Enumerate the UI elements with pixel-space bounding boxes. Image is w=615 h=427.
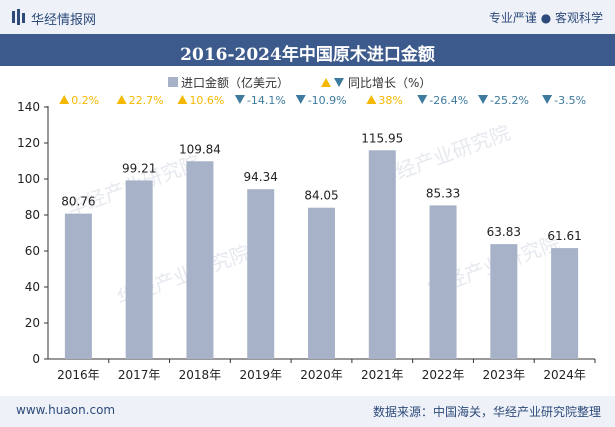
x-tick-label: 2018年 — [179, 368, 222, 382]
bar — [64, 213, 92, 359]
tagline: 专业严谨 ● 客观科学 — [488, 11, 603, 25]
growth-value-label: -26.4% — [429, 94, 468, 107]
y-tick-label: 40 — [25, 280, 40, 294]
x-tick-label: 2017年 — [118, 368, 161, 382]
bar — [429, 205, 457, 359]
bar-value-label: 84.05 — [304, 189, 338, 203]
x-tick-label: 2024年 — [543, 368, 586, 382]
y-tick-label: 140 — [17, 100, 40, 114]
growth-value-label: -10.9% — [308, 94, 347, 107]
legend-label-growth: 同比增长（%） — [348, 76, 431, 90]
brand-name: 华经情报网 — [31, 13, 97, 28]
x-tick-label: 2019年 — [239, 368, 282, 382]
growth-up-triangle-icon — [177, 95, 188, 104]
bar — [125, 180, 153, 359]
header-bar: 华经情报网 专业严谨 ● 客观科学 — [0, 0, 615, 34]
growth-up-triangle-icon — [366, 95, 377, 104]
bar-value-label: 109.84 — [179, 142, 221, 156]
legend-label-amount: 进口金额（亿美元） — [181, 75, 289, 90]
growth-up-triangle-icon — [59, 95, 70, 104]
x-tick-label: 2021年 — [361, 368, 404, 382]
website-link[interactable]: www.huaon.com — [16, 403, 116, 417]
growth-down-triangle-icon — [542, 95, 553, 104]
growth-down-triangle-icon — [234, 95, 245, 104]
bar-chart: 华经产业研究院华经产业研究院华经产业研究院华经产业研究院进口金额（亿美元）同比增… — [17, 75, 596, 382]
x-tick-label: 2016年 — [57, 368, 100, 382]
title-bar: 2016-2024年中国原木进口金额 — [0, 34, 615, 66]
y-tick-label: 100 — [17, 172, 40, 186]
bar-value-label: 80.76 — [61, 195, 95, 209]
growth-value-label: 38% — [378, 94, 402, 107]
growth-down-triangle-icon — [295, 95, 306, 104]
bar — [368, 150, 396, 359]
x-tick-label: 2022年 — [422, 368, 465, 382]
bar — [551, 248, 579, 359]
y-tick-label: 60 — [25, 244, 40, 258]
bar-value-label: 85.33 — [426, 186, 460, 200]
bar-value-label: 115.95 — [361, 131, 403, 145]
bar-value-label: 61.61 — [547, 229, 581, 243]
x-tick-label: 2020年 — [300, 368, 343, 382]
footer-bar: www.huaon.com 数据来源：中国海关，华经产业研究院整理 — [0, 396, 615, 427]
growth-down-triangle-icon — [417, 95, 428, 104]
bar-value-label: 99.21 — [122, 161, 156, 175]
growth-value-label: 0.2% — [71, 94, 99, 107]
growth-value-label: -25.2% — [490, 94, 529, 107]
growth-value-label: -14.1% — [247, 94, 286, 107]
legend-bar-swatch — [168, 77, 178, 87]
growth-value-label: 22.7% — [129, 94, 164, 107]
growth-value-label: 10.6% — [189, 94, 224, 107]
bar — [186, 161, 214, 359]
growth-down-triangle-icon — [478, 95, 489, 104]
chart-title: 2016-2024年中国原木进口金额 — [180, 45, 435, 65]
bar — [247, 189, 275, 359]
y-tick-label: 120 — [17, 136, 40, 150]
y-tick-label: 20 — [25, 316, 40, 330]
growth-up-triangle-icon — [116, 95, 127, 104]
bar — [308, 207, 335, 359]
bar-value-label: 94.34 — [244, 170, 278, 184]
x-tick-label: 2023年 — [483, 368, 526, 382]
data-source: 数据来源：中国海关，华经产业研究院整理 — [372, 405, 601, 419]
growth-value-label: -3.5% — [554, 94, 586, 107]
y-tick-label: 80 — [25, 208, 40, 222]
huajing-logo-icon — [12, 9, 25, 25]
legend-down-triangle-icon — [334, 78, 344, 87]
bar — [490, 244, 518, 359]
legend-up-triangle-icon — [321, 78, 331, 87]
bar-value-label: 63.83 — [487, 225, 521, 239]
y-tick-label: 0 — [32, 352, 40, 366]
